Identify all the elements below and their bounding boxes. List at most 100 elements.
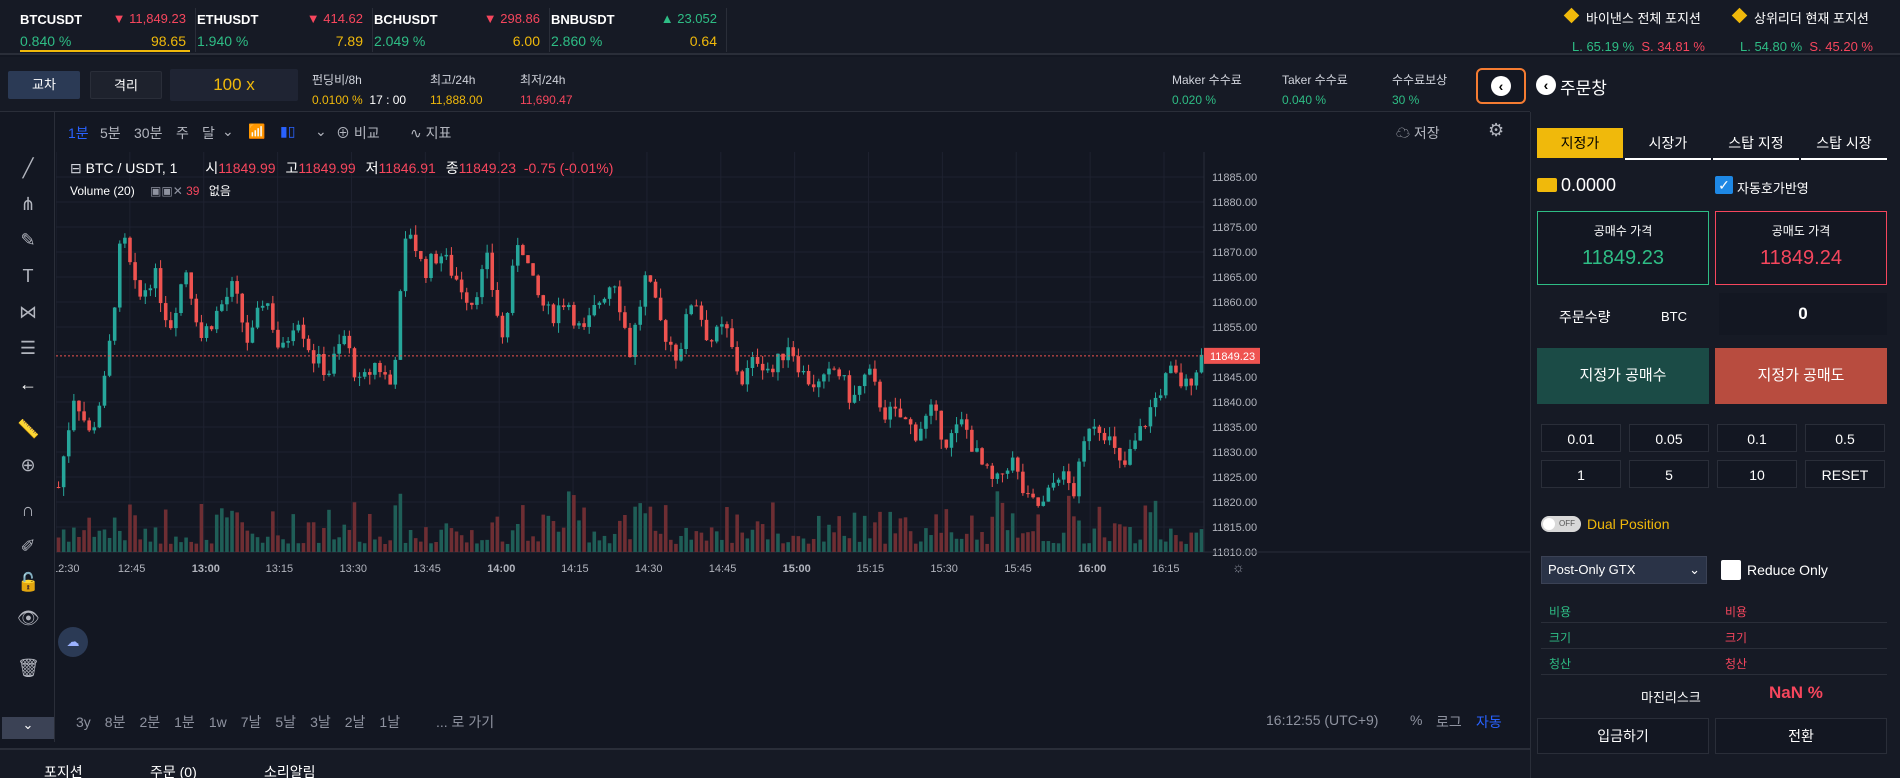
quick-qty-3[interactable]: 0.5 — [1805, 424, 1885, 452]
lock-drawing-icon[interactable]: ✐ — [20, 536, 36, 556]
interval-1[interactable]: 5분 — [100, 125, 121, 141]
goto-button[interactable]: ... 로 가기 — [436, 714, 495, 730]
range-0[interactable]: 3y — [76, 714, 91, 730]
leverage-button[interactable]: 100 x — [170, 69, 298, 101]
dual-position-toggle[interactable]: OFF — [1541, 516, 1581, 532]
reduce-only-checkbox[interactable] — [1721, 560, 1741, 580]
tab-sound-alert[interactable]: 소리알림 — [264, 764, 316, 778]
eye-icon[interactable]: 👁 — [17, 608, 40, 628]
bar-style-icon[interactable]: 📶 — [248, 123, 266, 139]
candle-body — [541, 295, 546, 306]
axis-settings-icon[interactable]: ☼ — [1232, 559, 1245, 575]
range-8[interactable]: 2날 — [344, 714, 366, 730]
volume-bar — [674, 543, 678, 552]
range-4[interactable]: 1w — [208, 714, 227, 730]
tif-select[interactable]: Post-Only GTX ⌄ — [1541, 556, 1707, 584]
range-3[interactable]: 1분 — [174, 714, 195, 730]
candle-body — [265, 303, 270, 306]
chevron-down-icon[interactable]: ⌄ — [315, 123, 327, 139]
lock-icon[interactable]: 🔓 — [17, 572, 40, 592]
ticker-ethusdt[interactable]: ETHUSDT ▼ 414.62 1.940 % 7.89 — [197, 8, 373, 52]
indicators-button[interactable]: ∿ 지표 — [410, 123, 451, 143]
deposit-button[interactable]: 입금하기 — [1537, 718, 1709, 754]
volume-settings-icon[interactable]: ▣▣✕ — [150, 184, 183, 198]
candle-body — [740, 371, 745, 385]
compare-button[interactable]: ⊕ 비교 — [336, 123, 380, 143]
transfer-button[interactable]: 전환 — [1715, 718, 1887, 754]
order-type-tab-2[interactable]: 스탑 지정 — [1713, 128, 1799, 160]
buy-price-box[interactable]: 공매수 가격 11849.23 — [1537, 211, 1709, 285]
chevron-left-icon[interactable]: ‹ — [1536, 75, 1556, 95]
magnet-icon[interactable]: ∩ — [21, 500, 35, 520]
gear-icon[interactable]: ⚙ — [1488, 120, 1505, 140]
log-toggle[interactable]: 로그 — [1436, 714, 1462, 730]
range-9[interactable]: 1날 — [379, 714, 401, 730]
ruler-icon[interactable]: 📏 — [17, 419, 40, 439]
candle-body — [1072, 483, 1076, 497]
quick-qty-6[interactable]: 10 — [1717, 460, 1797, 488]
order-type-tab-1[interactable]: 시장가 — [1625, 128, 1711, 160]
chart-canvas[interactable]: 11885.00 11880.00 11875.00 11870.00 11865.00… — [52, 152, 1530, 707]
order-type-tab-3[interactable]: 스탑 시장 — [1801, 128, 1887, 160]
zoom-in-icon[interactable]: ⊕ — [20, 455, 36, 475]
interval-4[interactable]: 달 — [202, 125, 215, 141]
candle-body — [959, 419, 964, 425]
cross-margin-button[interactable]: 교차 — [8, 71, 80, 99]
tab-orders[interactable]: 주문 (0) — [150, 764, 197, 778]
quick-qty-5[interactable]: 5 — [1629, 460, 1709, 488]
pair-label[interactable]: BTC / USDT, 1 — [85, 160, 178, 176]
interval-2[interactable]: 30분 — [134, 125, 163, 141]
isolated-margin-button[interactable]: 격리 — [90, 71, 162, 99]
limit-buy-button[interactable]: 지정가 공매수 — [1537, 348, 1709, 404]
quick-qty-0[interactable]: 0.01 — [1541, 424, 1621, 452]
pitchfork-icon[interactable]: ⋔ — [20, 194, 36, 214]
collapse-down-icon[interactable]: ⌄ — [2, 717, 54, 739]
volume-bar — [393, 505, 398, 552]
range-2[interactable]: 2분 — [139, 714, 161, 730]
candles-icon[interactable]: ▮▯ — [280, 123, 296, 139]
ticker-bnbusdt[interactable]: BNBUSDT ▲ 23.052 2.860 % 0.64 — [551, 8, 727, 52]
volume-bar — [735, 514, 739, 552]
volume-bar — [1077, 520, 1081, 552]
trash-icon[interactable]: 🗑 — [17, 658, 40, 678]
range-7[interactable]: 3날 — [310, 714, 331, 730]
interval-0[interactable]: 1분 — [68, 125, 89, 141]
interval-3[interactable]: 주 — [176, 125, 189, 141]
range-1[interactable]: 8분 — [104, 714, 126, 730]
fib-icon[interactable]: ☰ — [19, 338, 37, 358]
order-type-tab-0[interactable]: 지정가 — [1537, 128, 1623, 158]
text-icon[interactable]: T — [22, 266, 34, 286]
ticker-bchusdt[interactable]: BCHUSDT ▼ 298.86 2.049 % 6.00 — [374, 8, 550, 52]
quick-qty-2[interactable]: 0.1 — [1717, 424, 1797, 452]
arrow-left-icon[interactable]: ← — [19, 374, 37, 394]
collapse-panel-button[interactable]: ‹ — [1476, 68, 1526, 104]
trend-line-icon[interactable]: ╱ — [22, 158, 34, 178]
price-chart[interactable]: 11885.00 11880.00 11875.00 11870.00 11865.00… — [52, 152, 1530, 707]
candle-body — [924, 415, 928, 429]
binance-position[interactable]: 바이낸스 전체 포지션 L. 65.19 % S. 34.81 % — [1562, 7, 1732, 54]
legend-collapse-icon[interactable]: ⊟ — [70, 160, 82, 176]
auto-reflect-checkbox[interactable]: ✓ — [1715, 176, 1733, 194]
sell-price-box[interactable]: 공매도 가격 11849.24 — [1715, 211, 1887, 285]
range-5[interactable]: 7날 — [240, 714, 262, 730]
brush-icon[interactable]: ✎ — [20, 230, 36, 250]
tab-positions[interactable]: 포지션 — [44, 764, 83, 778]
leader-position[interactable]: 상위리더 현재 포지션 L. 54.80 % S. 45.20 % — [1730, 7, 1900, 54]
percent-toggle[interactable]: % — [1410, 712, 1423, 728]
range-6[interactable]: 5날 — [275, 714, 297, 730]
pattern-icon[interactable]: ⋈ — [19, 302, 37, 322]
qty-input[interactable]: 0 — [1719, 293, 1887, 335]
quick-qty-7[interactable]: RESET — [1805, 460, 1885, 488]
x-tick-label: 12:30 — [56, 563, 80, 575]
quick-qty-4[interactable]: 1 — [1541, 460, 1621, 488]
chevron-down-icon[interactable]: ⌄ — [222, 123, 234, 139]
ticker-btcusdt[interactable]: BTCUSDT ▼ 11,849.23 0.840 % 98.65 — [20, 8, 196, 52]
candle-body — [1061, 471, 1066, 480]
volume-bar — [868, 538, 872, 552]
auto-toggle[interactable]: 자동 — [1476, 714, 1502, 730]
volume-bar — [908, 531, 913, 552]
volume-label[interactable]: Volume (20) — [70, 184, 135, 198]
save-button[interactable]: ☁ 저장 — [1396, 123, 1440, 143]
quick-qty-1[interactable]: 0.05 — [1629, 424, 1709, 452]
limit-sell-button[interactable]: 지정가 공매도 — [1715, 348, 1887, 404]
